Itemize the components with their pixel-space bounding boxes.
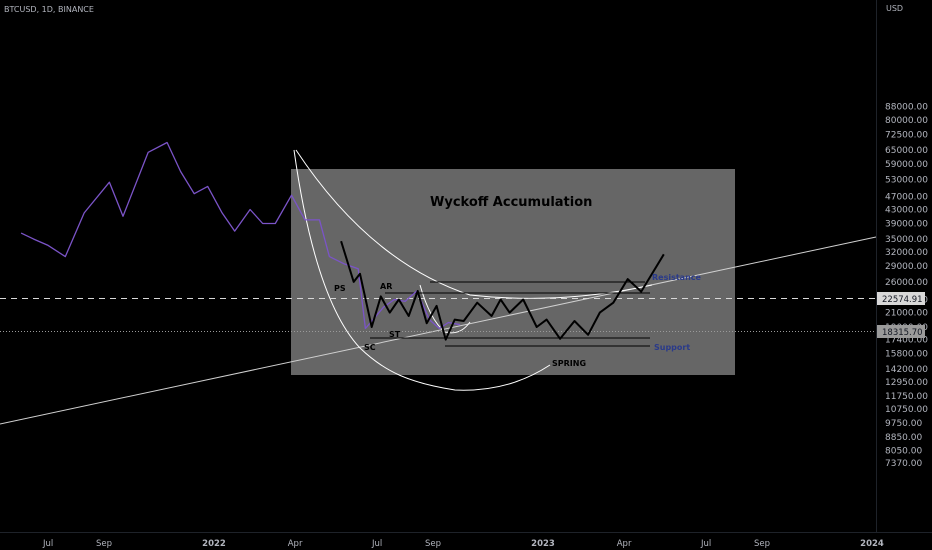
- x-axis-ticks: Jul Sep 2022 Apr Jul Sep 2023 Apr Jul Sep 2024: [42, 539, 884, 549]
- y-tick-label: 12950.00: [885, 378, 928, 388]
- y-tick-label: 80000.00: [885, 116, 928, 126]
- y-tick-label: 88000.00: [885, 103, 928, 113]
- y-tick-label: 17400.00: [885, 336, 928, 346]
- ar-label: AR: [380, 282, 392, 291]
- x-tick-label: Jul: [700, 539, 711, 549]
- y-tick-label: 72500.00: [885, 130, 928, 140]
- y-tick-label: 53000.00: [885, 175, 928, 185]
- support-label: Support: [654, 343, 690, 352]
- y-tick-label: 8850.00: [885, 433, 922, 443]
- x-tick-label: 2022: [202, 539, 226, 549]
- x-tick-label: Sep: [96, 539, 112, 549]
- spring-label: SPRING: [552, 359, 586, 368]
- outer-bowl-curve: [293, 149, 551, 391]
- x-tick-label: Jul: [371, 539, 382, 549]
- y-tick-label: 39000.00: [885, 220, 928, 230]
- y-tick-label: 11750.00: [885, 392, 928, 402]
- current-price-tag: [877, 292, 925, 305]
- y-tick-label: 21000.00: [885, 309, 928, 319]
- inner-arc-curve: [295, 149, 653, 299]
- btc-price-series-line: [20, 141, 461, 330]
- x-tick-label: Jul: [42, 539, 53, 549]
- wyckoff-title: Wyckoff Accumulation: [430, 195, 592, 210]
- x-tick-label: Apr: [288, 539, 303, 549]
- resistance-label: Resistance: [652, 273, 702, 282]
- y-tick-label: 8050.00: [885, 447, 922, 457]
- y-tick-label: 32000.00: [885, 248, 928, 258]
- current-price-tag-text: 22574.91: [882, 295, 923, 305]
- y-tick-label: 10750.00: [885, 405, 928, 415]
- trend-line: [0, 236, 877, 425]
- secondary-price-tag: [877, 325, 925, 338]
- x-tick-label: Apr: [617, 539, 632, 549]
- x-tick-label: 2024: [860, 539, 884, 549]
- y-tick-label: 26000.00: [885, 278, 928, 288]
- x-tick-label: Sep: [754, 539, 770, 549]
- wyckoff-projection-line: [340, 240, 665, 341]
- x-tick-label: Sep: [425, 539, 441, 549]
- y-tick-label: 14200.00: [885, 365, 928, 375]
- y-tick-label: 15800.00: [885, 350, 928, 360]
- wyckoff-box: [291, 169, 735, 375]
- symbol-label: BTCUSD, 1D, BINANCE: [4, 5, 94, 14]
- ps-label: PS: [334, 284, 346, 293]
- y-tick-label: 59000.00: [885, 160, 928, 170]
- small-cup-curve: [419, 284, 471, 334]
- y-tick-label: 43000.00: [885, 206, 928, 216]
- secondary-price-tag-text: 18315.70: [882, 328, 923, 338]
- x-tick-label: 2023: [531, 539, 555, 549]
- y-tick-label: 47000.00: [885, 193, 928, 203]
- y-tick-label: 9750.00: [885, 419, 922, 429]
- y-tick-label: 65000.00: [885, 146, 928, 156]
- y-tick-label: 7370.00: [885, 459, 922, 469]
- series-layer: [20, 141, 665, 341]
- currency-label: USD: [886, 4, 903, 13]
- st-label: ST: [389, 330, 401, 339]
- sc-label: SC: [364, 343, 376, 352]
- y-tick-label: 35000.00: [885, 235, 928, 245]
- y-tick-label: 29000.00: [885, 262, 928, 272]
